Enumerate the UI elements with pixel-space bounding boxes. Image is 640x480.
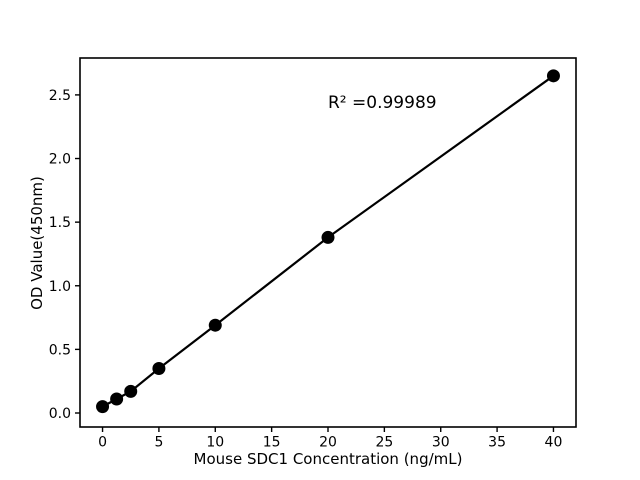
y-axis-label: OD Value(450nm) [28,176,46,310]
svg-text:0.5: 0.5 [49,342,71,358]
r-squared-annotation: R² =0.99989 [328,92,437,113]
svg-text:30: 30 [432,435,450,451]
svg-text:5: 5 [154,435,163,451]
svg-text:0: 0 [98,435,107,451]
svg-text:1.0: 1.0 [49,279,71,295]
svg-text:35: 35 [488,435,506,451]
svg-text:1.5: 1.5 [49,215,71,231]
svg-text:0.0: 0.0 [49,406,71,422]
svg-text:25: 25 [375,435,393,451]
svg-text:40: 40 [545,435,563,451]
svg-text:15: 15 [263,435,281,451]
svg-text:2.5: 2.5 [49,88,71,104]
x-axis-label: Mouse SDC1 Concentration (ng/mL) [193,450,463,468]
svg-text:2.0: 2.0 [49,152,71,168]
svg-text:10: 10 [206,435,224,451]
svg-text:20: 20 [319,435,337,451]
